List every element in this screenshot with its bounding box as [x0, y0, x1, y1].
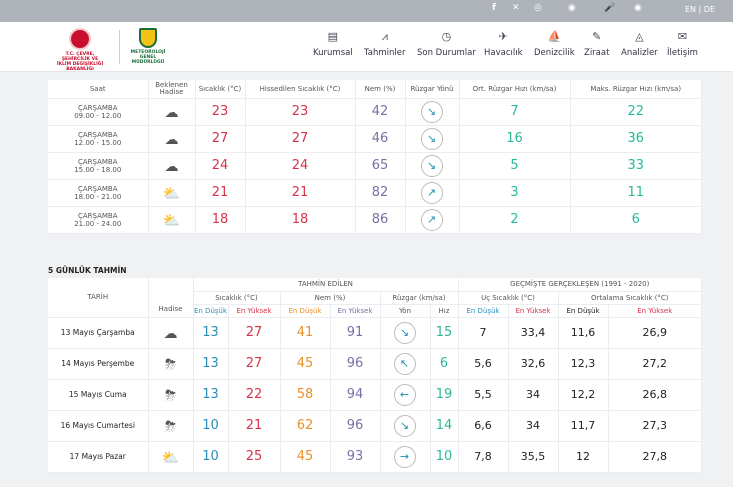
header: T.C. ÇEVRE, ŞEHİRCİLİK VE İKLİM DEĞİŞİKL…	[0, 22, 733, 72]
nav-son-durumlar[interactable]: ◷ Son Durumlar	[417, 30, 476, 58]
five-day-title: 5 GÜNLÜK TAHMİN	[48, 266, 127, 275]
wind-direction-icon: ↗	[421, 208, 443, 231]
eye-icon[interactable]: ◉	[634, 3, 642, 13]
nav-denizcilik[interactable]: ⛵ Denizcilik	[534, 30, 575, 58]
five-day-row: 16 Mayıs Cumartesi ⛈ 10 21 62 96 ↘ 14 6,…	[48, 410, 702, 442]
ministry-emblem-icon	[69, 28, 91, 50]
five-day-row: 15 Mayıs Cuma ⛈ 13 22 58 94 ← 19 5,5 34 …	[48, 379, 702, 411]
cloud-icon: ☁	[164, 132, 179, 148]
nav-ziraat[interactable]: ✎ Ziraat	[584, 30, 610, 58]
nav-kurumsal[interactable]: ▤ Kurumsal	[313, 30, 353, 58]
sensor-icon[interactable]: ◎	[534, 3, 542, 13]
sun-cloud-icon: ⛅	[162, 186, 181, 202]
clock-icon: ◷	[441, 30, 452, 43]
sun-cloud-icon: ⛅	[161, 450, 180, 466]
language-switcher[interactable]: EN | DE	[684, 5, 715, 14]
cloud-icon: ☁	[164, 105, 179, 121]
wind-direction-icon: ←	[394, 383, 416, 406]
wind-direction-icon: ↖	[394, 352, 416, 375]
x-icon[interactable]: ✕	[512, 3, 520, 13]
document-icon: ▤	[327, 30, 339, 43]
microphone-icon[interactable]: 🎤	[604, 3, 616, 13]
mail-icon: ✉	[677, 30, 688, 43]
thunderstorm-icon: ⛈	[164, 419, 177, 435]
five-day-forecast-table: TARİH Hadise TAHMİN EDİLEN GEÇMİŞTE GERÇ…	[48, 278, 702, 473]
nav-tahminler[interactable]: ⩘ Tahminler	[364, 30, 406, 58]
sun-cloud-icon: ⛅	[162, 213, 181, 229]
plane-icon: ✈	[498, 30, 508, 43]
hourly-row: ÇARŞAMBA 18.00 - 21.00 ⛅ 21 21 82 ↗ 3 11	[48, 179, 702, 207]
wind-direction-icon: ↘	[421, 100, 443, 123]
analysis-icon: ◬	[635, 30, 644, 43]
cloud-icon: ☁	[163, 326, 178, 342]
top-bar: f ✕ ◎ ◉ 🎤 ◉ EN | DE	[0, 0, 733, 22]
hourly-row: ÇARŞAMBA 21.00 - 24.00 ⛅ 18 18 86 ↗ 2 6	[48, 206, 702, 234]
wind-direction-icon: ↘	[421, 154, 443, 177]
cloud-icon: ☁	[164, 159, 179, 175]
ministry-logo[interactable]: T.C. ÇEVRE, ŞEHİRCİLİK VE İKLİM DEĞİŞİKL…	[55, 28, 105, 72]
nav-iletisim[interactable]: ✉ İletişim	[667, 30, 698, 58]
wind-direction-icon: →	[394, 445, 416, 468]
location-icon[interactable]: ◉	[568, 3, 576, 13]
thunderstorm-icon: ⛈	[164, 388, 177, 404]
mgm-logo[interactable]: METEOROLOJİ GENEL MÜDÜRLÜĞÜ	[128, 28, 168, 65]
nav-havacilik[interactable]: ✈ Havacılık	[484, 30, 523, 58]
chart-icon: ⩘	[381, 30, 388, 43]
hourly-row: ÇARŞAMBA 09.00 - 12.00 ☁ 23 23 42 ↘ 7 22	[48, 98, 702, 126]
hourly-row: ÇARŞAMBA 15.00 - 18.00 ☁ 24 24 65 ↘ 5 33	[48, 152, 702, 180]
mgm-shield-icon	[139, 28, 157, 48]
nav-analizler[interactable]: ◬ Analizler	[621, 30, 658, 58]
wind-direction-icon: ↘	[394, 414, 416, 437]
five-day-row: 13 Mayıs Çarşamba ☁ 13 27 41 91 ↘ 15 7 3…	[48, 317, 702, 349]
wind-direction-icon: ↗	[421, 181, 443, 204]
five-day-row: 14 Mayıs Perşembe ⛈ 13 27 45 96 ↖ 6 5,6 …	[48, 348, 702, 380]
hourly-row: ÇARŞAMBA 12.00 - 15.00 ☁ 27 27 46 ↘ 16 36	[48, 125, 702, 153]
ship-icon: ⛵	[547, 30, 562, 43]
facebook-icon[interactable]: f	[492, 3, 496, 13]
wind-direction-icon: ↘	[421, 127, 443, 150]
thunderstorm-icon: ⛈	[164, 357, 177, 373]
hourly-forecast-table: Saat Beklenen Hadise Sıcaklık (°C) Hisse…	[48, 80, 702, 234]
leaf-icon: ✎	[592, 30, 602, 43]
wind-direction-icon: ↘	[394, 321, 416, 344]
five-day-row: 17 Mayıs Pazar ⛅ 10 25 45 93 → 10 7,8 35…	[48, 441, 702, 473]
logo-divider	[119, 30, 120, 64]
